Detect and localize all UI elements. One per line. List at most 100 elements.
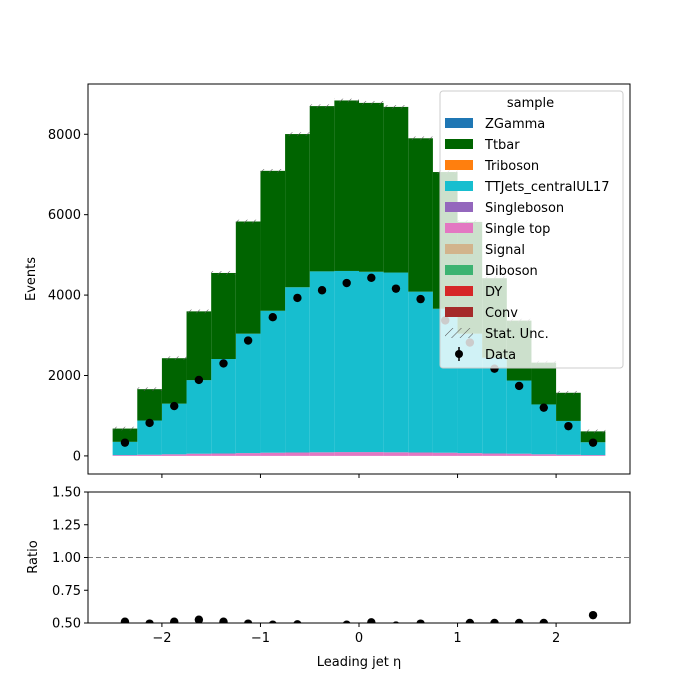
bar-single-top-0	[112, 455, 138, 456]
legend-label-singleboson: Singleboson	[485, 201, 564, 216]
legend-swatch-dy	[445, 286, 473, 296]
data-point-10	[367, 273, 376, 282]
ratio-point-13	[490, 618, 499, 623]
bar-ttjets-centralul17-2	[161, 403, 187, 455]
data-point-0	[120, 438, 130, 447]
main-y-ticks: 0 2000 4000 6000 8000	[48, 128, 88, 464]
bar-ttbar-2	[161, 358, 187, 404]
data-point-18	[564, 421, 573, 431]
bar-single-top-7	[285, 452, 310, 456]
legend-swatch-signal	[445, 244, 473, 254]
bar-single-top-16	[506, 453, 532, 456]
bar-ttjets-centralul17-17	[531, 404, 557, 455]
data-point-2	[170, 401, 179, 411]
bar-ttbar-1	[137, 389, 162, 421]
bar-single-top-17	[531, 454, 557, 456]
bar-single-top-6	[260, 452, 286, 456]
ratio-point-12	[465, 618, 475, 623]
ratio-x-tick-label-4: 2	[552, 631, 560, 646]
bar-ttbar-8	[309, 106, 335, 272]
bar-ttjets-centralul17-8	[309, 271, 335, 453]
ratio-point-16	[588, 610, 598, 620]
data-point-5	[243, 336, 253, 345]
bar-single-top-15	[482, 453, 507, 456]
main-y-tick-label-3: 6000	[48, 208, 81, 223]
ratio-x-ticks: −2 −1 0 1 2	[152, 623, 560, 646]
ratio-point-1	[145, 619, 154, 623]
bar-ttbar-17	[531, 362, 557, 405]
bar-ttjets-centralul17-10	[359, 271, 384, 453]
ratio-x-tick-label-1: −1	[251, 631, 270, 646]
ratio-point-4	[219, 617, 228, 623]
stat-unc-band-11	[383, 105, 409, 109]
bar-single-top-8	[309, 452, 335, 456]
legend-label-triboson: Triboson	[484, 159, 539, 174]
bar-ttbar-7	[285, 134, 310, 288]
ratio-point-3	[194, 615, 204, 623]
bar-ttbar-11	[383, 106, 409, 273]
ratio-point-6	[268, 620, 277, 623]
bar-ttjets-centralul17-7	[285, 287, 310, 453]
legend-swatch-triboson	[445, 160, 473, 170]
bar-ttbar-18	[556, 392, 581, 421]
ratio-point-2	[170, 617, 179, 623]
stat-unc-band-2	[161, 356, 187, 361]
data-point-9	[342, 278, 351, 288]
bar-ttjets-centralul17-0	[112, 441, 138, 456]
bar-single-top-10	[359, 452, 384, 456]
bar-ttbar-3	[186, 311, 212, 381]
bar-ttjets-centralul17-11	[383, 272, 409, 453]
ratio-point-5	[243, 619, 253, 623]
ratio-point-0	[120, 617, 130, 623]
data-point-6	[268, 312, 277, 322]
bar-ttbar-4	[211, 272, 236, 360]
legend-label-ttjets-centralul17: TTJets_centralUL17	[484, 180, 610, 195]
data-point-12	[416, 294, 425, 304]
bar-ttjets-centralul17-12	[408, 291, 433, 453]
legend-swatch-ttbar	[445, 139, 473, 149]
bar-ttbar-9	[334, 100, 359, 271]
stat-unc-band-18	[556, 390, 581, 395]
ratio-plot-panel: −2 −1 0 1 2 0.50 0.75 1.00 1.25 1.50 Ratio Leadi…	[26, 486, 631, 670]
stat-unc-band-8	[309, 104, 335, 108]
stat-unc-band-0	[112, 426, 138, 431]
bar-ttjets-centralul17-16	[506, 380, 532, 454]
stat-unc-band-12	[408, 136, 433, 141]
bar-single-top-5	[235, 453, 261, 456]
ratio-y-axis-label: Ratio	[26, 540, 41, 573]
ratio-y-ticks: 0.50 0.75 1.00 1.25 1.50	[52, 486, 88, 632]
data-point-11	[391, 284, 401, 293]
bar-single-top-14	[457, 453, 483, 456]
data-points	[120, 273, 598, 447]
ratio-y-tick-label-2: 1.00	[52, 551, 81, 566]
ratio-x-tick-label-3: 1	[453, 631, 461, 646]
main-y-tick-label-1: 2000	[48, 369, 81, 384]
stat-unc-band-7	[285, 132, 310, 136]
main-y-tick-label-2: 4000	[48, 289, 81, 304]
stat-unc-band-1	[137, 387, 162, 391]
legend-marker-data	[455, 350, 463, 358]
bar-single-top-2	[161, 454, 187, 456]
bar-single-top-19	[580, 455, 606, 456]
bar-ttbar-5	[235, 221, 261, 334]
bar-single-top-11	[383, 452, 409, 456]
main-y-tick-label-0: 0	[73, 449, 81, 464]
bar-ttjets-centralul17-6	[260, 310, 286, 453]
bar-ttbar-10	[359, 102, 384, 272]
legend-label-ttbar: Ttbar	[484, 138, 520, 153]
legend-label-data: Data	[485, 348, 516, 363]
legend-title: sample	[507, 96, 554, 111]
bar-single-top-3	[186, 453, 212, 456]
x-axis-label: Leading jet η	[317, 655, 402, 670]
legend-swatch-singleboson	[445, 202, 473, 212]
legend-label-dy: DY	[485, 285, 502, 300]
main-y-axis-label: Events	[24, 257, 39, 301]
ratio-y-tick-label-4: 1.50	[52, 486, 81, 501]
legend-label-single-top: Single top	[485, 222, 550, 237]
stat-unc-band-5	[235, 219, 261, 224]
data-point-19	[588, 438, 598, 447]
bar-ttjets-centralul17-19	[580, 442, 606, 456]
legend-swatch-ttjets-centralul17	[445, 181, 473, 191]
legend-swatch-single-top	[445, 223, 473, 233]
